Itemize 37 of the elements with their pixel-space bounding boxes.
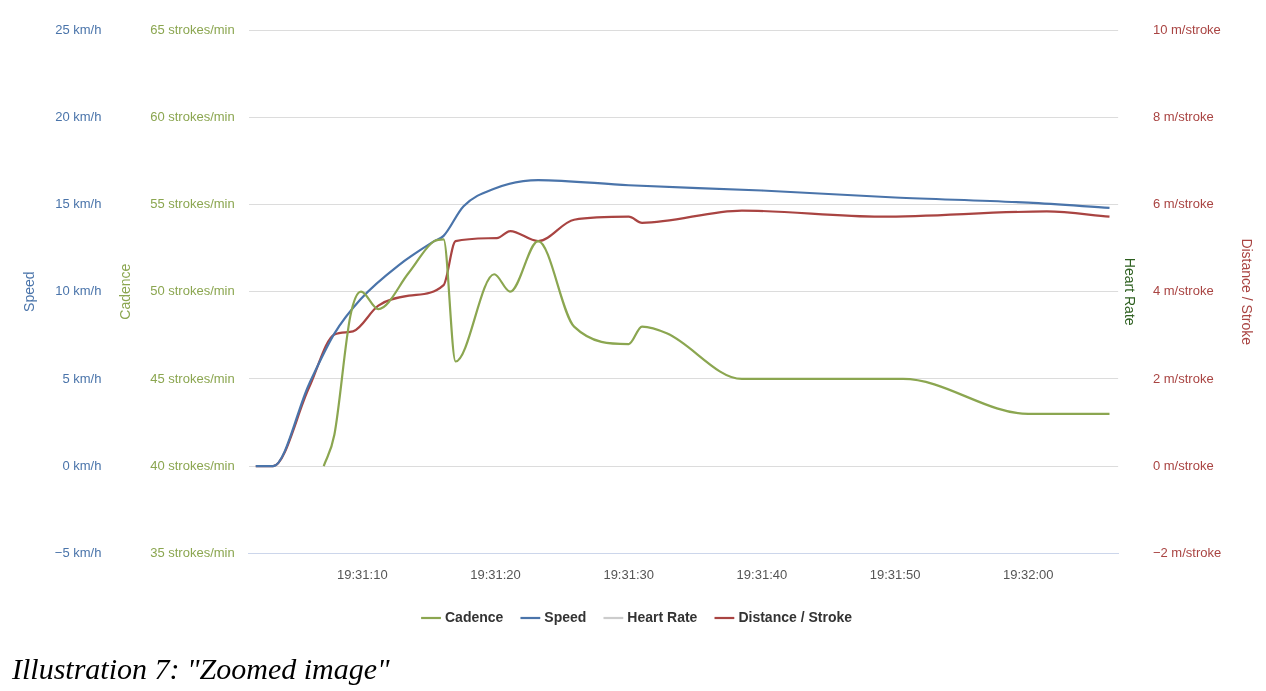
y3-tick-label: 35 strokes/min (150, 544, 235, 560)
legend-label: Speed (544, 608, 587, 625)
y-tick-label: 10 km/h (55, 283, 102, 299)
y-tick-label: 0 km/h (62, 457, 102, 473)
y3-tick-label: 50 strokes/min (150, 283, 235, 299)
y3-axis-title: Cadence (116, 263, 133, 320)
y-tick-label: 15 km/h (55, 196, 102, 212)
y-axis-title: Speed (21, 271, 38, 312)
legend-label: Cadence (445, 608, 504, 625)
y-tick-label: 25 km/h (55, 21, 102, 37)
y3-tick-label: 65 strokes/min (150, 21, 235, 37)
x-tick-label: 19:31:30 (603, 566, 655, 582)
y2-tick-label: 10 m/stroke (1152, 21, 1221, 37)
y2-tick-label: 8 m/stroke (1152, 108, 1214, 124)
y2-tick-label: 2 m/stroke (1152, 370, 1214, 386)
y2-tick-label: −2 m/stroke (1152, 544, 1222, 560)
x-tick-label: 19:31:50 (869, 566, 921, 582)
y-tick-label: 5 km/h (62, 370, 102, 386)
x-tick-label: 19:31:20 (470, 566, 521, 582)
y3-tick-label: 45 strokes/min (150, 370, 235, 386)
x-tick-label: 19:32:00 (1002, 566, 1054, 582)
y3-tick-label: 60 strokes/min (150, 108, 235, 124)
x-tick-label: 19:31:10 (337, 566, 388, 582)
y2-tick-label: 6 m/stroke (1152, 196, 1214, 212)
x-tick-label: 19:31:40 (736, 566, 788, 582)
y2-axis-title: Distance / Stroke (1238, 238, 1255, 346)
y3-tick-label: 55 strokes/min (150, 196, 235, 212)
y3-tick-label: 40 strokes/min (150, 457, 235, 473)
y-tick-label: −5 km/h (54, 544, 102, 560)
text: Illustration 7: "Zoomed image" (12, 652, 390, 686)
y-tick-label: 20 km/h (55, 108, 102, 124)
legend-label: Heart Rate (627, 608, 698, 625)
line-series (322, 238, 1111, 468)
y2-tick-label: 0 m/stroke (1152, 457, 1214, 473)
y2-tick-label: 4 m/stroke (1152, 283, 1214, 299)
text: Heart Rate (1121, 257, 1138, 326)
legend-label: Distance / Stroke (738, 608, 853, 625)
